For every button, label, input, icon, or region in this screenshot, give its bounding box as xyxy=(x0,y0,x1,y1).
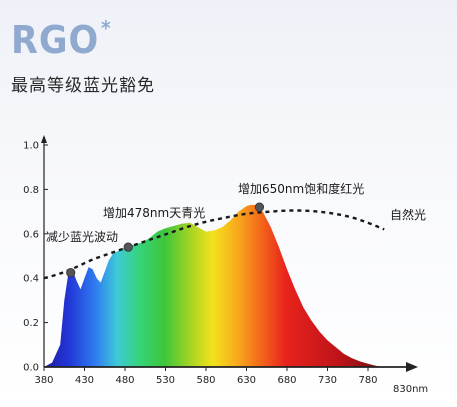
highlight-point xyxy=(123,242,133,252)
y-tick-label: 0.0 xyxy=(23,363,39,374)
annotation-natural-light: 自然光 xyxy=(390,207,426,222)
y-tick-label: 0.4 xyxy=(23,274,39,285)
x-tick-label: 380 xyxy=(34,375,53,386)
x-tick-label: 580 xyxy=(196,375,215,386)
spectrum-area xyxy=(44,204,385,367)
y-tick-label: 0.2 xyxy=(23,318,39,329)
x-tick-label: 780 xyxy=(358,375,377,386)
annotation-650nm: 增加650nm饱和度红光 xyxy=(238,181,364,196)
subtitle: 最高等级蓝光豁免 xyxy=(11,76,155,96)
x-end-label: 830nm xyxy=(393,384,428,395)
y-tick-label: 1.0 xyxy=(23,141,39,152)
x-axis-arrow xyxy=(406,362,418,372)
x-tick-label: 430 xyxy=(75,375,94,386)
x-tick-label: 630 xyxy=(237,375,256,386)
brand-logo: RGO * xyxy=(11,16,112,62)
y-axis-arrow xyxy=(41,135,47,143)
brand-mark: * xyxy=(100,16,112,40)
x-tick-label: 530 xyxy=(156,375,175,386)
y-tick-label: 0.8 xyxy=(23,185,39,196)
x-tick-label: 480 xyxy=(115,375,134,386)
annotation-478nm: 增加478nm天青光 xyxy=(103,206,205,220)
x-tick-label: 680 xyxy=(277,375,296,386)
y-tick-label: 0.6 xyxy=(23,229,39,240)
brand-name: RGO xyxy=(11,18,100,62)
highlight-point xyxy=(66,268,76,278)
highlight-point xyxy=(254,202,265,212)
x-tick-label: 730 xyxy=(318,375,337,386)
annotation-reduce-blue: 减少蓝光波动 xyxy=(46,230,118,244)
